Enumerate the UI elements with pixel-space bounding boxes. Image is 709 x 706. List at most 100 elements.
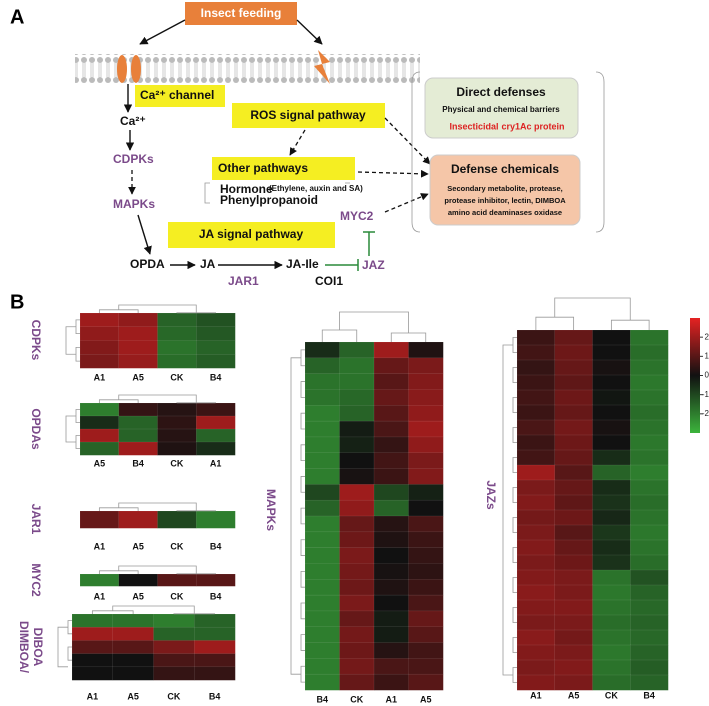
heat-cell	[196, 428, 236, 443]
heat-cell	[79, 326, 120, 342]
myc2: MYC2	[340, 209, 374, 223]
heat-cell	[373, 547, 410, 565]
heat-cell	[196, 415, 236, 430]
row-label: DIBOA	[31, 628, 45, 667]
heat-cell	[157, 441, 197, 456]
column-label: CK	[170, 372, 183, 382]
heat-cell	[112, 640, 155, 655]
heat-cell	[408, 436, 444, 454]
direct-text: Physical and chemical barriers	[442, 105, 560, 114]
ros-box	[232, 103, 385, 128]
heat-cell	[516, 419, 556, 436]
heat-cell	[194, 653, 236, 668]
heat-cell	[592, 599, 631, 616]
heat-cell	[373, 658, 410, 675]
column-label: CK	[350, 694, 363, 704]
colorbar-label: -2	[702, 409, 709, 418]
heat-cell	[630, 524, 669, 541]
heat-cell	[516, 569, 556, 586]
ros-bolt	[314, 50, 330, 84]
heat-cell	[592, 464, 631, 481]
heat-cell	[153, 666, 195, 681]
heat-cell	[554, 629, 594, 646]
heat-cell	[516, 584, 556, 601]
heat-cell	[79, 510, 120, 529]
heat-cell	[516, 434, 556, 451]
dendrogram	[98, 304, 217, 314]
heat-cell	[592, 659, 631, 676]
heat-cell	[304, 420, 341, 438]
arrow	[139, 19, 186, 45]
heat-cell	[194, 640, 236, 655]
heat-cell	[516, 539, 556, 556]
heat-cell	[304, 373, 341, 391]
heat-cell	[304, 547, 341, 565]
heat-cell	[516, 524, 556, 541]
heat-cell	[196, 312, 236, 328]
heat-cell	[554, 584, 594, 601]
panel-label: B	[10, 291, 24, 313]
heat-cell	[339, 515, 375, 533]
chem-line: protease inhibitor, lectin, DIMBOA	[444, 196, 566, 205]
phenylpropanoid: Phenylpropanoid	[220, 193, 318, 207]
heat-cell	[118, 573, 159, 587]
heat-cell	[304, 357, 341, 375]
heat-cell	[408, 499, 444, 517]
heat-cell	[304, 673, 341, 691]
heat-cell	[408, 452, 444, 470]
heat-cell	[373, 389, 410, 406]
heat-cell	[554, 374, 594, 391]
heat-cell	[630, 389, 669, 406]
heat-cell	[373, 405, 410, 422]
heat-cell	[71, 626, 114, 641]
heat-cell	[630, 674, 669, 691]
heat-cell	[339, 484, 375, 501]
inhibit	[325, 259, 359, 271]
heat-cell	[339, 547, 375, 565]
heat-cell	[516, 494, 556, 511]
heat-cell	[373, 594, 410, 612]
heat-cell	[408, 357, 444, 375]
mapks: MAPKs	[113, 197, 155, 211]
dendrogram	[98, 502, 217, 512]
heat-cell	[592, 509, 631, 526]
heat-cell	[592, 404, 631, 421]
heat-cell	[118, 354, 159, 369]
heat-cell	[373, 626, 410, 644]
heat-cell	[373, 436, 410, 454]
heat-cell	[339, 452, 375, 470]
heat-cell	[339, 579, 375, 596]
heat-cell	[516, 404, 556, 421]
heat-cell	[592, 389, 631, 406]
heat-cell	[373, 515, 410, 533]
heat-cell	[516, 614, 556, 631]
heat-cell	[630, 479, 669, 496]
column-label: B4	[643, 690, 655, 700]
heat-cell	[630, 329, 669, 346]
heat-cell	[630, 614, 669, 631]
arrow	[384, 193, 429, 213]
heat-cell	[592, 584, 631, 601]
heat-cell	[516, 374, 556, 391]
heat-cell	[112, 653, 155, 668]
row-label: MAPKs	[264, 489, 278, 531]
heat-cell	[339, 468, 375, 485]
heat-cell	[339, 610, 375, 628]
heat-cell	[592, 449, 631, 466]
heat-cell	[408, 626, 444, 644]
heat-cell	[153, 640, 195, 655]
row-label: JAZs	[484, 480, 498, 510]
panel-b: 2 1 0 -1 -2 A1 A5 CK B4 CDPKs A5 B4 CK A1 OPDAs A1 A5 CK B…	[17, 297, 709, 704]
direct-red: cry1Ac protein	[501, 121, 564, 131]
heat-cell	[516, 644, 556, 661]
heat-cell	[157, 415, 197, 430]
arrow	[296, 19, 323, 45]
heat-cell	[630, 509, 669, 526]
column-label: A1	[94, 591, 106, 601]
heat-cell	[408, 579, 444, 596]
heat-cell	[630, 554, 669, 571]
heat-cell	[592, 329, 631, 346]
heat-cell	[339, 405, 375, 422]
heat-cell	[118, 510, 159, 529]
heat-cell	[554, 599, 594, 616]
